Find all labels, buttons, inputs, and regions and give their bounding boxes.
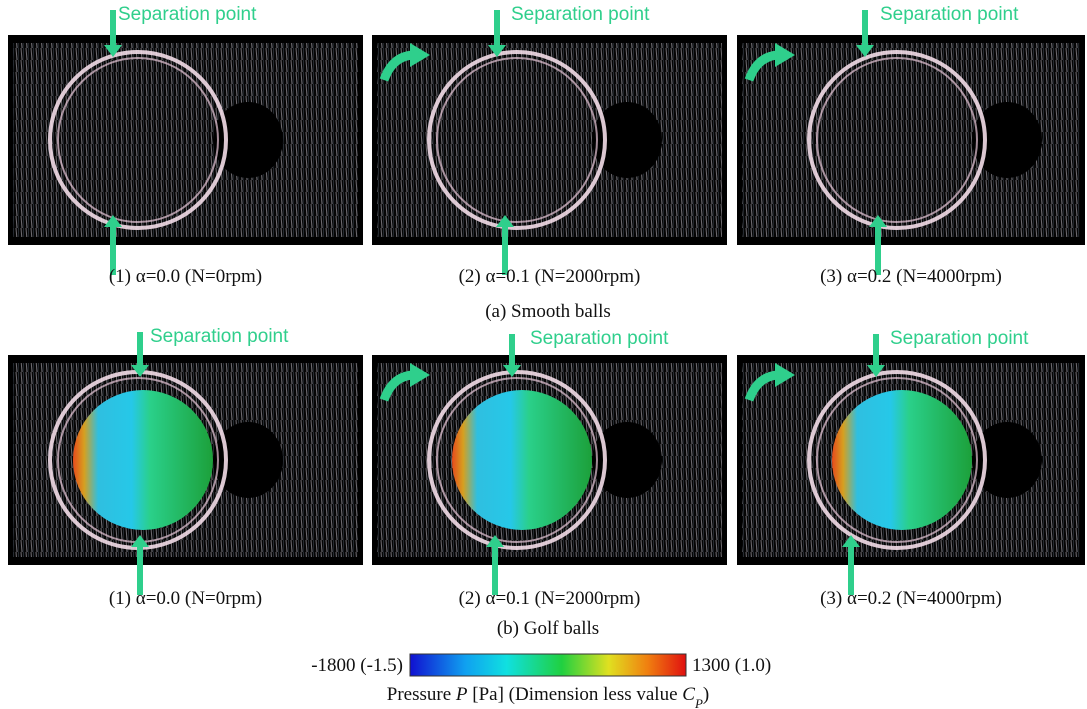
colorbar bbox=[410, 654, 686, 676]
colorbar-title: Pressure P [Pa] (Dimension less value CP… bbox=[387, 684, 709, 709]
separation-label: Separation point bbox=[890, 328, 1029, 349]
flow-panel bbox=[372, 35, 727, 245]
panel-caption: (2) α=0.1 (N=2000rpm) bbox=[459, 588, 641, 609]
flow-panel bbox=[737, 35, 1085, 245]
streaklines bbox=[13, 43, 358, 237]
figure: Separation point (1) α=0.0 (N=0rpm) Separa… bbox=[0, 0, 1087, 709]
title-part: P bbox=[455, 684, 468, 705]
golf-ball bbox=[452, 390, 592, 530]
separation-label: Separation point bbox=[150, 326, 289, 347]
title-part: Pressure bbox=[387, 684, 456, 705]
panel-caption: (1) α=0.0 (N=0rpm) bbox=[109, 588, 262, 609]
panel-caption: (2) α=0.1 (N=2000rpm) bbox=[459, 266, 641, 287]
panel-caption: (3) α=0.2 (N=4000rpm) bbox=[820, 588, 1002, 609]
title-part: ) bbox=[703, 684, 709, 705]
flow-panel bbox=[737, 355, 1085, 565]
group-label: (b) Golf balls bbox=[497, 618, 599, 639]
title-part: C bbox=[682, 684, 695, 705]
colorbar-min-label: -1800 (-1.5) bbox=[311, 655, 403, 676]
separation-label: Separation point bbox=[118, 4, 257, 25]
title-part: [Pa] (Dimension less value bbox=[468, 684, 683, 705]
colorbar-max-label: 1300 (1.0) bbox=[692, 655, 771, 676]
group-label: (a) Smooth balls bbox=[485, 301, 611, 322]
separation-label: Separation point bbox=[530, 328, 669, 349]
title-part: P bbox=[694, 696, 703, 709]
golf-ball bbox=[73, 390, 213, 530]
panel-caption: (3) α=0.2 (N=4000rpm) bbox=[820, 266, 1002, 287]
panel-caption: (1) α=0.0 (N=0rpm) bbox=[109, 266, 262, 287]
separation-label: Separation point bbox=[511, 4, 650, 25]
golf-ball bbox=[832, 390, 972, 530]
separation-label: Separation point bbox=[880, 4, 1019, 25]
flow-panel bbox=[8, 355, 363, 565]
flow-panel bbox=[8, 35, 363, 245]
flow-panel bbox=[372, 355, 727, 565]
